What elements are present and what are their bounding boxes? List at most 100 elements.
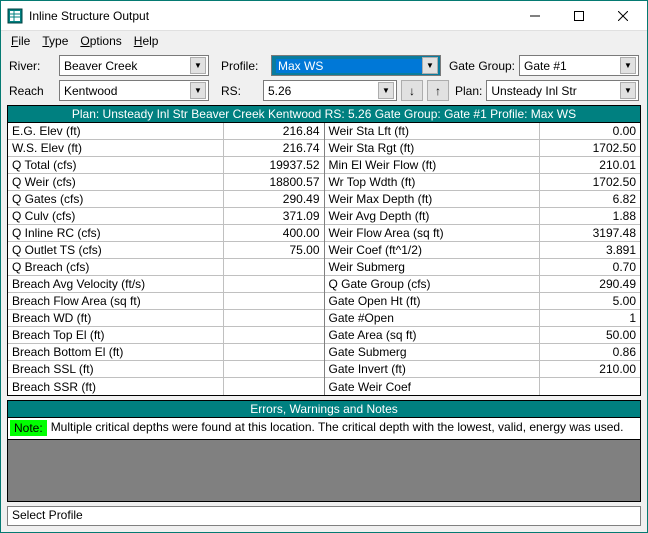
notes-header: Errors, Warnings and Notes: [7, 400, 641, 418]
plan-select[interactable]: Unsteady Inl Str ▼: [486, 80, 639, 101]
table-row: Gate Weir Coef: [325, 378, 641, 395]
toolbar: River: Beaver Creek ▼ Profile: Max WS ▼ …: [1, 51, 647, 103]
row-value: 1702.50: [540, 174, 640, 190]
menu-file[interactable]: File: [7, 33, 34, 49]
table-row: Breach Avg Velocity (ft/s): [8, 276, 324, 293]
titlebar: Inline Structure Output: [1, 1, 647, 31]
gategroup-value: Gate #1: [524, 59, 620, 73]
table-row: Weir Sta Lft (ft)0.00: [325, 123, 641, 140]
data-grid: E.G. Elev (ft)216.84W.S. Elev (ft)216.74…: [7, 122, 641, 396]
row-value: [224, 378, 324, 395]
note-text: Multiple critical depths were found at t…: [47, 418, 640, 436]
right-column: Weir Sta Lft (ft)0.00Weir Sta Rgt (ft)17…: [324, 123, 641, 395]
row-value: 371.09: [224, 208, 324, 224]
table-row: Gate Area (sq ft)50.00: [325, 327, 641, 344]
table-row: Weir Submerg0.70: [325, 259, 641, 276]
menu-type[interactable]: Type: [38, 33, 72, 49]
river-value: Beaver Creek: [64, 59, 190, 73]
chevron-down-icon: ▼: [190, 57, 206, 74]
menubar: File Type Options Help: [1, 31, 647, 51]
table-row: Min El Weir Flow (ft)210.01: [325, 157, 641, 174]
chevron-down-icon: ▼: [620, 82, 636, 99]
row-label: Q Total (cfs): [8, 157, 224, 173]
row-value: 290.49: [540, 276, 640, 292]
menu-help[interactable]: Help: [130, 33, 163, 49]
row-value: 3.891: [540, 242, 640, 258]
table-row: Breach Bottom El (ft): [8, 344, 324, 361]
table-row: E.G. Elev (ft)216.84: [8, 123, 324, 140]
maximize-button[interactable]: [557, 2, 601, 30]
row-value: [224, 344, 324, 360]
table-row: Q Total (cfs)19937.52: [8, 157, 324, 174]
row-label: Wr Top Wdth (ft): [325, 174, 541, 190]
row-value: 0.00: [540, 123, 640, 139]
row-value: 3197.48: [540, 225, 640, 241]
row-label: Gate Open Ht (ft): [325, 293, 541, 309]
row-label: E.G. Elev (ft): [8, 123, 224, 139]
river-label: River:: [9, 59, 55, 73]
row-value: 75.00: [224, 242, 324, 258]
gategroup-select[interactable]: Gate #1 ▼: [519, 55, 639, 76]
row-label: Weir Submerg: [325, 259, 541, 275]
profile-select[interactable]: Max WS ▼: [271, 55, 441, 76]
row-value: 290.49: [224, 191, 324, 207]
row-value: [224, 327, 324, 343]
reach-select[interactable]: Kentwood ▼: [59, 80, 209, 101]
table-row: Wr Top Wdth (ft)1702.50: [325, 174, 641, 191]
minimize-button[interactable]: [513, 2, 557, 30]
table-row: Weir Flow Area (sq ft)3197.48: [325, 225, 641, 242]
profile-value: Max WS: [276, 59, 422, 73]
row-value: 1702.50: [540, 140, 640, 156]
row-label: Weir Sta Lft (ft): [325, 123, 541, 139]
row-label: Gate Invert (ft): [325, 361, 541, 377]
empty-notes-area: [7, 440, 641, 502]
row-label: Q Culv (cfs): [8, 208, 224, 224]
window-title: Inline Structure Output: [29, 9, 513, 23]
row-label: Weir Max Depth (ft): [325, 191, 541, 207]
row-value: 5.00: [540, 293, 640, 309]
table-row: Gate Invert (ft)210.00: [325, 361, 641, 378]
row-label: Q Gates (cfs): [8, 191, 224, 207]
row-label: Breach SSR (ft): [8, 378, 224, 395]
row-label: Weir Coef (ft^1/2): [325, 242, 541, 258]
notes-area: Note: Multiple critical depths were foun…: [7, 418, 641, 440]
table-row: Weir Avg Depth (ft)1.88: [325, 208, 641, 225]
rs-down-button[interactable]: ↓: [401, 80, 423, 101]
row-value: 1.88: [540, 208, 640, 224]
row-label: Q Outlet TS (cfs): [8, 242, 224, 258]
summary-banner: Plan: Unsteady Inl Str Beaver Creek Kent…: [7, 105, 641, 122]
river-select[interactable]: Beaver Creek ▼: [59, 55, 209, 76]
row-value: 210.00: [540, 361, 640, 377]
row-value: 6.82: [540, 191, 640, 207]
table-row: Gate Submerg0.86: [325, 344, 641, 361]
reach-value: Kentwood: [64, 84, 190, 98]
profile-label: Profile:: [221, 59, 267, 73]
row-label: Weir Sta Rgt (ft): [325, 140, 541, 156]
table-row: Q Breach (cfs): [8, 259, 324, 276]
row-label: Weir Avg Depth (ft): [325, 208, 541, 224]
note-tag: Note:: [10, 420, 47, 436]
row-label: Gate #Open: [325, 310, 541, 326]
row-value: 216.84: [224, 123, 324, 139]
rs-select[interactable]: 5.26 ▼: [263, 80, 397, 101]
row-value: 50.00: [540, 327, 640, 343]
row-value: [224, 293, 324, 309]
table-row: Q Inline RC (cfs)400.00: [8, 225, 324, 242]
row-label: Min El Weir Flow (ft): [325, 157, 541, 173]
menu-options[interactable]: Options: [76, 33, 125, 49]
row-label: Breach Flow Area (sq ft): [8, 293, 224, 309]
row-value: 210.01: [540, 157, 640, 173]
row-label: Breach Avg Velocity (ft/s): [8, 276, 224, 292]
reach-label: Reach: [9, 84, 55, 98]
rs-up-button[interactable]: ↑: [427, 80, 449, 101]
table-row: Q Outlet TS (cfs)75.00: [8, 242, 324, 259]
row-label: Breach Top El (ft): [8, 327, 224, 343]
chevron-down-icon: ▼: [378, 82, 394, 99]
row-label: Weir Flow Area (sq ft): [325, 225, 541, 241]
row-value: 0.70: [540, 259, 640, 275]
row-value: [540, 378, 640, 395]
window: Inline Structure Output File Type Option…: [0, 0, 648, 533]
row-label: Breach SSL (ft): [8, 361, 224, 377]
left-column: E.G. Elev (ft)216.84W.S. Elev (ft)216.74…: [8, 123, 324, 395]
close-button[interactable]: [601, 2, 645, 30]
